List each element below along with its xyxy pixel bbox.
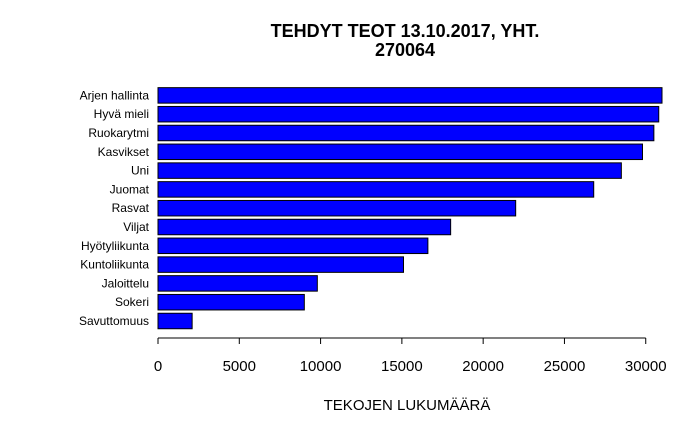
x-tick-label-6: 30000 xyxy=(625,358,667,375)
x-tick-label-5: 25000 xyxy=(544,358,586,375)
category-label-8: Hyötyliikunta xyxy=(81,239,149,253)
category-label-10: Jaloittelu xyxy=(102,276,149,290)
x-tick-label-2: 10000 xyxy=(300,358,342,375)
bar-3 xyxy=(157,143,643,161)
bar-6 xyxy=(157,199,517,217)
category-label-1: Hyvä mieli xyxy=(94,107,149,121)
bar-11 xyxy=(157,293,305,311)
bar-7 xyxy=(157,218,452,236)
bars-group xyxy=(157,87,663,330)
category-label-2: Ruokarytmi xyxy=(88,126,149,140)
category-labels-group: Arjen hallinta Hyvä mieli Ruokarytmi Kasvik… xyxy=(79,88,150,328)
category-label-7: Viljat xyxy=(123,220,149,234)
category-label-4: Uni xyxy=(131,164,149,178)
category-label-11: Sokeri xyxy=(115,295,149,309)
bar-9 xyxy=(157,256,404,273)
chart-title-line-2: 270064 xyxy=(375,40,435,60)
category-label-5: Juomat xyxy=(110,182,150,196)
bar-2 xyxy=(157,124,655,142)
bar-12 xyxy=(157,312,193,330)
category-label-0: Arjen hallinta xyxy=(80,88,150,102)
category-label-12: Savuttomuus xyxy=(79,314,149,328)
bar-10 xyxy=(157,275,318,292)
category-label-3: Kasvikset xyxy=(98,145,150,159)
x-tick-label-0: 0 xyxy=(154,358,162,375)
category-label-9: Kuntoliikunta xyxy=(80,258,149,272)
category-label-6: Rasvat xyxy=(112,201,150,215)
x-tick-label-3: 15000 xyxy=(381,358,423,375)
bar-0 xyxy=(157,87,663,104)
bar-1 xyxy=(157,105,660,123)
x-axis: 0 5000 10000 15000 20000 25000 30000 xyxy=(154,337,667,375)
bar-4 xyxy=(157,162,622,179)
bar-5 xyxy=(157,181,595,198)
x-axis-title: TEKOJEN LUKUMÄÄRÄ xyxy=(324,397,491,414)
x-tick-label-4: 20000 xyxy=(462,358,504,375)
x-tick-label-1: 5000 xyxy=(223,358,256,375)
bar-8 xyxy=(157,237,429,255)
chart-title-line-1: TEHDYT TEOT 13.10.2017, YHT. xyxy=(271,21,540,41)
